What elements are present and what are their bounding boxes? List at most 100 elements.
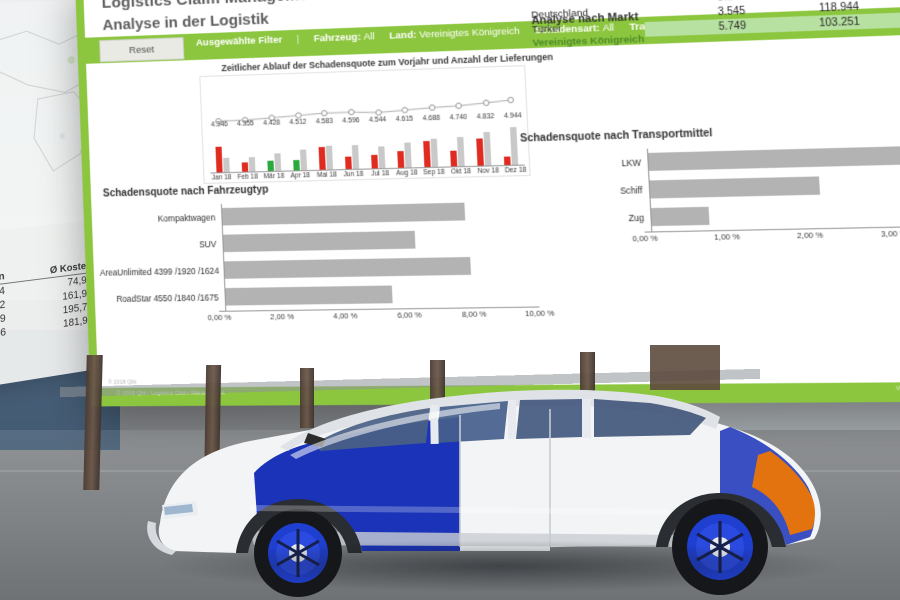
timeline-bar-group[interactable] <box>311 128 339 170</box>
timeline-tick-label: Aug 18 <box>396 169 418 178</box>
bar-fill <box>222 202 465 226</box>
filter-separator: | <box>296 33 300 46</box>
x-tick-label: 6,00 % <box>397 310 422 320</box>
timeline-delta-bar <box>397 151 405 168</box>
x-tick-label: 3,00 % <box>880 228 900 239</box>
timeline-bar-group[interactable] <box>390 126 418 168</box>
timeline-point-label: 4.596 <box>342 117 360 125</box>
vehicle-type-bars: Kompaktwagen SUV AreaUnlimited 4399 /1920 … <box>97 196 540 313</box>
timeline-bar-group[interactable] <box>443 124 472 167</box>
timeline-delta-bar <box>215 147 223 173</box>
dashboard: Logistics Claim Management 2018 - Volldi… <box>83 0 900 399</box>
dashboard-screen: Logistics Claim Management 2018 - Volldi… <box>83 0 900 399</box>
market-row-labels: Deutschland Türkei Vereinigtes Königreich <box>531 4 650 51</box>
bar-row-label: RoadStar 4550 /1840 /1675 <box>116 292 219 304</box>
timeline-bar-group[interactable] <box>234 130 261 172</box>
market-row-label[interactable]: Vereinigtes Königreich <box>532 33 645 50</box>
cost-table-body: 504 74,99 062 161,90 329 195,71 106 181,91 <box>0 272 96 345</box>
timeline-point-label: 4.544 <box>368 116 387 125</box>
x-tick-label: 0,00 % <box>207 312 232 323</box>
timeline-deliveries-bar <box>430 139 439 167</box>
timeline-tick-label: Okt 18 <box>450 167 472 176</box>
timeline-point-label: 4.944 <box>503 112 522 121</box>
timeline-bar-group[interactable] <box>416 125 444 168</box>
timeline-delta-bar <box>345 156 352 170</box>
bar-row-label: Schiff <box>619 185 643 196</box>
timeline-delta-bar <box>423 140 431 168</box>
deliveries-line-series <box>208 93 523 125</box>
table-cell: 5,57 % <box>865 9 900 29</box>
x-tick-label: 8,00 % <box>461 309 487 320</box>
timeline-deliveries-bar <box>404 142 412 168</box>
timeline-tick-label: Feb 18 <box>237 173 259 182</box>
bar-fill <box>651 206 710 227</box>
transport-chart[interactable]: Schadensquote nach Transportmittel LKW Sc… <box>514 127 900 247</box>
timeline-tick-label: Jul 18 <box>371 170 390 178</box>
transport-chart-title: Schadensquote nach Transportmittel <box>519 127 713 145</box>
selected-filters-label: Ausgewählte Filter <box>195 34 283 49</box>
vehicle-type-chart[interactable]: Schadensquote nach Fahrzeugtyp Kompaktwa… <box>97 184 555 325</box>
reset-button[interactable]: Reset <box>99 37 185 63</box>
timeline-bar-group[interactable] <box>209 131 236 173</box>
footer-right-note: Volldigitale Schadensanalyse <box>895 385 900 393</box>
bar-row-label: SUV <box>198 239 217 249</box>
timeline-tick-label: Apr 18 <box>290 172 311 180</box>
x-tick-label: 0,00 % <box>632 233 658 244</box>
timeline-tick-label: Mai 18 <box>316 171 337 180</box>
timeline-delta-bar <box>503 156 511 166</box>
page-subtitle: Analyse in der Logistik <box>102 10 270 35</box>
vehicle-type-chart-title: Schadensquote nach Fahrzeugtyp <box>102 184 269 200</box>
timeline-tick-label: Jun 18 <box>343 170 364 179</box>
timeline-deliveries-bar <box>456 136 465 167</box>
timeline-tick-label: Mär 18 <box>263 172 285 181</box>
x-tick-label: 1,00 % <box>713 231 741 242</box>
timeline-delta-bar <box>371 155 379 169</box>
timeline-point-label: 4.512 <box>289 118 307 127</box>
vehicle-type-x-tick-labels: 0,00 % 2,00 % 4,00 % 6,00 % 8,00 % 10,00 % <box>207 308 554 325</box>
timeline-delta-bar <box>476 137 484 166</box>
timeline-chart[interactable]: Zeitlicher Ablauf der Schadensquote zum … <box>199 52 553 186</box>
timeline-point-label: 4.688 <box>422 114 441 123</box>
filter-chip-fahrzeug[interactable]: Fahrzeug: All <box>313 31 374 45</box>
filter-value-land: Vereinigtes Königreich <box>419 25 521 41</box>
timeline-deliveries-bar <box>299 149 308 171</box>
timeline-bar-group[interactable] <box>469 123 498 166</box>
timeline-point-label: 4.740 <box>449 113 468 122</box>
x-tick-label: 4,00 % <box>333 311 358 321</box>
bar-row-label: LKW <box>621 157 642 168</box>
filter-name-fahrzeug: Fahrzeug: <box>313 31 362 45</box>
timeline-point-label: 4.355 <box>236 120 255 128</box>
timeline-point-label: 4.615 <box>395 115 414 124</box>
timeline-point-label: 4.346 <box>210 120 228 129</box>
table-cell: 106 <box>0 326 7 341</box>
timeline-deliveries-bar <box>378 146 386 169</box>
timeline-point-label: 4.832 <box>476 113 495 121</box>
timeline-delta-bar <box>318 146 326 170</box>
timeline-deliveries-bar <box>274 153 282 171</box>
timeline-bar-group[interactable] <box>260 130 288 172</box>
timeline-bar-group[interactable] <box>337 127 365 170</box>
cost-table: en Ø Kosten 504 74,99 062 161,90 329 195,71 10… <box>0 259 96 345</box>
timeline-delta-bar <box>267 160 274 172</box>
x-tick-label: 2,00 % <box>269 311 295 322</box>
filter-chip-land[interactable]: Land: Vereinigtes Königreich <box>389 26 520 42</box>
filter-value-fahrzeug: All <box>363 31 375 43</box>
billboard-green-frame: Logistics Claim Management 2018 - Volldi… <box>75 0 900 407</box>
billboard-post <box>300 368 314 428</box>
transport-bars: LKW Schiff Zug <box>514 140 900 234</box>
timeline-bar-group[interactable] <box>286 129 314 171</box>
timeline-bar-group[interactable] <box>364 127 392 169</box>
bar-fill <box>223 230 416 253</box>
timeline-delta-bar <box>241 162 249 172</box>
bar-fill <box>225 285 394 306</box>
page-title: Logistics Claim Management 2018 - Volldi… <box>101 0 554 13</box>
background-cost-table: en Ø Kosten 504 74,99 062 161,90 329 195,71 10… <box>0 259 96 345</box>
timeline-deliveries-bar <box>248 156 256 172</box>
timeline-tick-label: Nov 18 <box>477 167 500 176</box>
timeline-point-label: 4.428 <box>263 119 281 128</box>
x-tick-label: 10,00 % <box>524 308 555 319</box>
bar-row-label: Zug <box>628 212 645 223</box>
timeline-point-label: 4.583 <box>315 117 334 126</box>
timeline-tick-label: Jan 18 <box>211 174 232 182</box>
